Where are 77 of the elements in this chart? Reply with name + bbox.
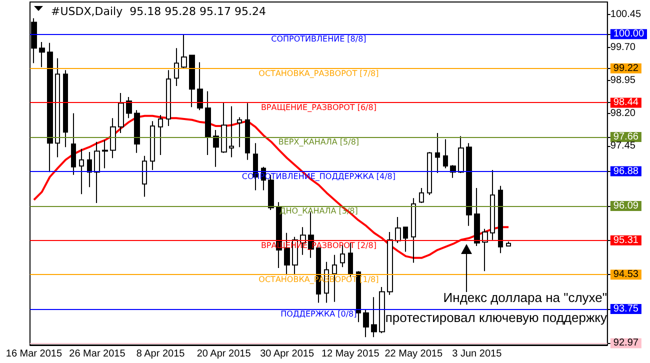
candlestick [213, 129, 219, 168]
candlestick [482, 228, 488, 272]
candlestick [102, 140, 108, 169]
ref-line-label: СОПРОТИВЛЕНИЕ [8/8] [271, 34, 366, 44]
chart-title: #USDX,Daily 95.18 95.28 95.17 95.24 [51, 5, 266, 18]
candlestick [435, 132, 440, 174]
y-tick-label: 95.31 [613, 234, 639, 246]
candlestick [47, 42, 53, 173]
y-tick-label: 96.09 [613, 200, 639, 212]
candlestick [118, 92, 124, 134]
candlestick [395, 216, 401, 244]
y-tick-label: 94.53 [613, 269, 639, 280]
x-tick-label: 12 May 2015 [321, 348, 380, 360]
candlestick [150, 120, 155, 170]
candlestick [490, 169, 495, 240]
candlestick [443, 138, 448, 169]
y-tick-label: 96.88 [613, 166, 639, 177]
y-tick-label: 98.20 [610, 108, 636, 119]
candlestick [229, 106, 234, 158]
x-tick-label: 8 Apr 2015 [136, 348, 186, 360]
x-tick-label: 30 Apr 2015 [260, 348, 314, 360]
candlestick [498, 185, 503, 254]
ref-line-label: ОСТАНОВКА_РАЗВОРОТ [7/8] [258, 68, 379, 78]
candlestick [166, 70, 171, 127]
x-tick-label: 26 Mar 2015 [69, 348, 126, 360]
y-tick-label: 92.97 [613, 338, 639, 349]
candlestick [142, 155, 147, 198]
y-tick-label: 100.00 [613, 28, 644, 40]
ref-line-label: ВЕРХ_КАНАЛА [5/8] [278, 138, 360, 146]
candlestick [427, 151, 432, 196]
y-tick-label: 99.22 [613, 62, 639, 74]
candlestick [458, 136, 464, 174]
candlestick [63, 70, 68, 148]
candlestick [466, 142, 472, 226]
y-tick-label: 98.95 [610, 74, 636, 86]
candlestick [205, 90, 211, 156]
candlestick [411, 198, 416, 264]
candlestick [221, 102, 227, 154]
candlestick [55, 58, 60, 158]
candlestick [387, 231, 393, 296]
y-tick-label: 99.70 [610, 42, 636, 53]
ref-line-label: ПОДДЕРЖКА [0/8] [280, 309, 357, 318]
candlestick [356, 270, 361, 323]
y-tick-label: 98.44 [613, 97, 639, 108]
candlestick [245, 102, 250, 160]
x-tick-label: 16 Mar 2015 [6, 348, 62, 360]
candlestick [189, 54, 195, 108]
candlestick [506, 241, 511, 247]
candlestick [197, 62, 203, 111]
candlestick [39, 42, 45, 68]
candlestick [474, 188, 480, 247]
y-tick-label: 97.45 [610, 140, 636, 152]
candlestick [363, 309, 369, 338]
candlestick [371, 296, 377, 338]
candlestick [134, 110, 140, 154]
candlestick [419, 188, 424, 204]
candlestick [158, 114, 163, 156]
candlestick [110, 118, 116, 159]
annotation: Индекс доллара на "слухе" [443, 290, 608, 305]
x-tick-label: 22 May 2015 [384, 348, 443, 360]
candlestick [181, 34, 187, 68]
candlestick [79, 148, 84, 195]
candlestick [71, 112, 76, 176]
candlestick [237, 116, 242, 148]
ref-line-label: ВРАЩЕНИЕ_РАЗВОРОТ [6/8] [260, 103, 376, 112]
y-tick-label: 97.66 [613, 132, 639, 142]
candlestick [87, 151, 92, 188]
x-tick-label: 20 Apr 2015 [196, 348, 252, 360]
x-tick-label: 3 Jun 2015 [452, 348, 502, 360]
y-tick-label: 93.75 [613, 303, 639, 314]
candlestick [174, 48, 179, 86]
annotation: протестировал ключевую поддержку [385, 310, 608, 325]
candlestick [403, 226, 408, 252]
candlestick [379, 286, 385, 334]
y-tick-label: 100.45 [610, 8, 642, 20]
candlestick [126, 96, 132, 119]
candlestick [94, 141, 100, 204]
